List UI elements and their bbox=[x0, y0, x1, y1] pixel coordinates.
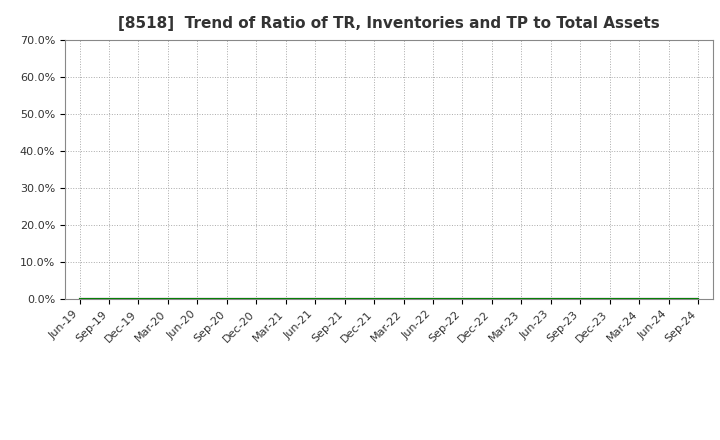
Trade Payables bbox=[134, 297, 143, 302]
Trade Receivables bbox=[341, 297, 349, 302]
Title: [8518]  Trend of Ratio of TR, Inventories and TP to Total Assets: [8518] Trend of Ratio of TR, Inventories… bbox=[118, 16, 660, 32]
Inventories bbox=[399, 297, 408, 302]
Trade Payables bbox=[606, 297, 614, 302]
Trade Receivables bbox=[487, 297, 496, 302]
Inventories bbox=[252, 297, 261, 302]
Trade Receivables bbox=[222, 297, 231, 302]
Trade Receivables bbox=[311, 297, 320, 302]
Inventories bbox=[428, 297, 437, 302]
Trade Payables bbox=[282, 297, 290, 302]
Trade Receivables bbox=[75, 297, 84, 302]
Trade Receivables bbox=[428, 297, 437, 302]
Inventories bbox=[635, 297, 644, 302]
Trade Receivables bbox=[163, 297, 172, 302]
Trade Payables bbox=[311, 297, 320, 302]
Trade Payables bbox=[75, 297, 84, 302]
Trade Payables bbox=[546, 297, 555, 302]
Trade Payables bbox=[370, 297, 379, 302]
Inventories bbox=[282, 297, 290, 302]
Trade Payables bbox=[252, 297, 261, 302]
Inventories bbox=[370, 297, 379, 302]
Trade Receivables bbox=[193, 297, 202, 302]
Trade Receivables bbox=[606, 297, 614, 302]
Trade Receivables bbox=[458, 297, 467, 302]
Inventories bbox=[341, 297, 349, 302]
Trade Payables bbox=[104, 297, 113, 302]
Trade Receivables bbox=[282, 297, 290, 302]
Trade Payables bbox=[517, 297, 526, 302]
Inventories bbox=[606, 297, 614, 302]
Inventories bbox=[576, 297, 585, 302]
Trade Receivables bbox=[665, 297, 673, 302]
Trade Payables bbox=[458, 297, 467, 302]
Trade Receivables bbox=[370, 297, 379, 302]
Inventories bbox=[163, 297, 172, 302]
Trade Payables bbox=[193, 297, 202, 302]
Inventories bbox=[311, 297, 320, 302]
Trade Payables bbox=[487, 297, 496, 302]
Trade Receivables bbox=[635, 297, 644, 302]
Trade Payables bbox=[399, 297, 408, 302]
Trade Receivables bbox=[104, 297, 113, 302]
Inventories bbox=[193, 297, 202, 302]
Inventories bbox=[134, 297, 143, 302]
Inventories bbox=[75, 297, 84, 302]
Inventories bbox=[546, 297, 555, 302]
Inventories bbox=[104, 297, 113, 302]
Trade Receivables bbox=[252, 297, 261, 302]
Inventories bbox=[517, 297, 526, 302]
Inventories bbox=[458, 297, 467, 302]
Trade Payables bbox=[694, 297, 703, 302]
Trade Payables bbox=[665, 297, 673, 302]
Trade Payables bbox=[222, 297, 231, 302]
Inventories bbox=[694, 297, 703, 302]
Inventories bbox=[487, 297, 496, 302]
Trade Receivables bbox=[576, 297, 585, 302]
Trade Payables bbox=[163, 297, 172, 302]
Trade Receivables bbox=[546, 297, 555, 302]
Inventories bbox=[222, 297, 231, 302]
Trade Receivables bbox=[399, 297, 408, 302]
Trade Payables bbox=[341, 297, 349, 302]
Inventories bbox=[665, 297, 673, 302]
Trade Payables bbox=[428, 297, 437, 302]
Trade Receivables bbox=[134, 297, 143, 302]
Trade Payables bbox=[635, 297, 644, 302]
Trade Receivables bbox=[517, 297, 526, 302]
Trade Payables bbox=[576, 297, 585, 302]
Trade Receivables bbox=[694, 297, 703, 302]
